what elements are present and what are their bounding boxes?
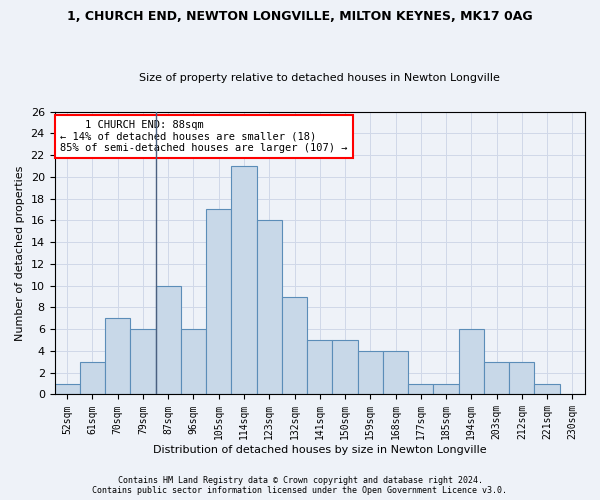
Bar [332,340,358,394]
Bar [80,362,105,394]
Bar [535,384,560,394]
Bar [458,329,484,394]
Bar [307,340,332,394]
Bar [282,296,307,394]
Bar [181,329,206,394]
X-axis label: Distribution of detached houses by size in Newton Longville: Distribution of detached houses by size … [153,445,487,455]
Title: Size of property relative to detached houses in Newton Longville: Size of property relative to detached ho… [139,73,500,83]
Bar [509,362,535,394]
Bar [383,351,408,395]
Bar [433,384,458,394]
Bar [257,220,282,394]
Bar [130,329,155,394]
Bar [155,286,181,395]
Bar [358,351,383,395]
Text: 1 CHURCH END: 88sqm
← 14% of detached houses are smaller (18)
85% of semi-detach: 1 CHURCH END: 88sqm ← 14% of detached ho… [60,120,347,153]
Bar [206,210,232,394]
Bar [55,384,80,394]
Bar [408,384,433,394]
Bar [484,362,509,394]
Text: 1, CHURCH END, NEWTON LONGVILLE, MILTON KEYNES, MK17 0AG: 1, CHURCH END, NEWTON LONGVILLE, MILTON … [67,10,533,23]
Y-axis label: Number of detached properties: Number of detached properties [15,166,25,340]
Bar [232,166,257,394]
Text: Contains HM Land Registry data © Crown copyright and database right 2024.
Contai: Contains HM Land Registry data © Crown c… [92,476,508,495]
Bar [105,318,130,394]
